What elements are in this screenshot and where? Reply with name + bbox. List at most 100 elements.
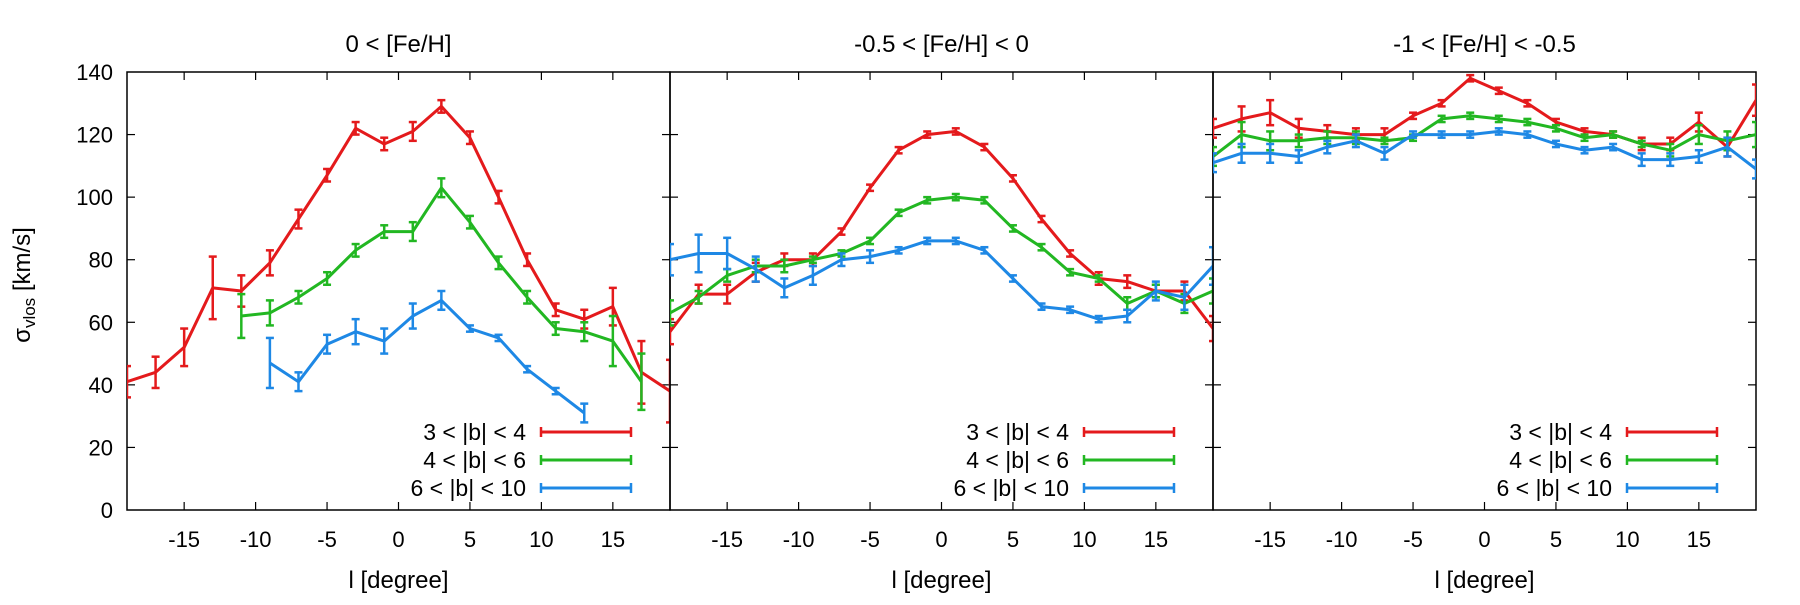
x-tick-label: 5: [1550, 527, 1562, 552]
series-line: [1213, 114, 1756, 158]
error-bar: [780, 277, 789, 299]
error-bar: [1723, 136, 1732, 158]
error-bar: [1266, 142, 1275, 164]
x-tick-label: 10: [1615, 527, 1639, 552]
error-bar: [808, 264, 817, 286]
error-bar: [637, 352, 646, 412]
x-tick-label: 15: [1687, 527, 1711, 552]
x-tick-label: -15: [1254, 527, 1286, 552]
error-bar: [1752, 120, 1756, 149]
error-bar: [894, 145, 903, 155]
error-bar: [1694, 148, 1703, 164]
x-axis-title: l [degree]: [1434, 567, 1534, 594]
y-axis-title-sub: vlos: [20, 298, 39, 328]
y-axis-title-main: σ: [9, 328, 36, 343]
error-bar: [380, 224, 389, 240]
error-bar: [923, 236, 932, 246]
error-bar: [837, 227, 846, 236]
y-tick-label: 40: [89, 373, 113, 398]
error-bar: [951, 127, 960, 136]
error-bar: [1494, 86, 1503, 96]
panel-title: -1 < [Fe/H] < -0.5: [1393, 31, 1576, 58]
error-bar: [408, 220, 417, 243]
error-bar: [1209, 245, 1213, 286]
error-bar: [923, 195, 932, 205]
error-bar: [551, 321, 560, 337]
error-bar: [1494, 114, 1503, 124]
error-bar: [1609, 130, 1618, 139]
error-bar: [1037, 242, 1046, 252]
error-bar: [1294, 133, 1303, 149]
error-bar: [866, 183, 875, 193]
error-bar: [1752, 158, 1756, 180]
error-bar: [980, 195, 989, 205]
error-bar: [551, 302, 560, 318]
error-bar: [294, 371, 303, 393]
panel-3: -1 < [Fe/H] < -0.5 -15 -10 -5 0 5 10 15 l [degre…: [1212, 31, 1757, 594]
error-bar: [670, 242, 674, 277]
error-bar: [294, 289, 303, 305]
panel-title: -0.5 < [Fe/H] < 0: [854, 31, 1029, 58]
legend: 3 < |b| < 44 < |b| < 66 < |b| < 10: [410, 419, 633, 501]
error-bar: [670, 299, 674, 327]
error-bar: [323, 270, 332, 286]
error-bar: [237, 292, 246, 340]
series-blue: [670, 233, 1213, 324]
error-bar: [670, 317, 674, 346]
series-red: [127, 98, 670, 424]
error-bar: [1351, 133, 1360, 149]
x-axis-title: l [degree]: [891, 567, 991, 594]
error-bar: [1180, 283, 1189, 312]
error-bar: [1466, 73, 1475, 83]
error-bar: [1008, 224, 1017, 233]
legend: 3 < |b| < 44 < |b| < 66 < |b| < 10: [1496, 419, 1719, 501]
error-bar: [551, 386, 560, 396]
x-tick-label: 15: [1144, 527, 1168, 552]
error-bar: [580, 402, 589, 424]
error-bar: [494, 189, 503, 205]
error-bar: [1437, 98, 1446, 108]
series-blue: [1213, 127, 1756, 180]
error-bar: [751, 255, 760, 283]
panel-2: -0.5 < [Fe/H] < 0 -15 -10 -5 0 5 10 15 l [degree…: [669, 31, 1214, 594]
error-bar: [1380, 136, 1389, 146]
error-bar: [1551, 123, 1560, 133]
error-bar: [351, 242, 360, 258]
x-tick-label: 5: [464, 527, 476, 552]
series-blue: [265, 289, 589, 424]
x-tick-label: -10: [240, 527, 272, 552]
error-bar: [465, 214, 474, 230]
error-bar: [437, 289, 446, 312]
error-bar: [180, 327, 189, 368]
error-bar: [1066, 249, 1075, 258]
error-bar: [1237, 142, 1246, 164]
series-line: [670, 239, 1213, 321]
error-bar: [1409, 111, 1418, 121]
error-bar: [1213, 145, 1217, 168]
error-bar: [1213, 152, 1217, 174]
y-tick-label: 80: [89, 248, 113, 273]
error-bar: [1666, 152, 1675, 168]
error-bar: [351, 120, 360, 136]
error-bar: [1209, 277, 1213, 305]
error-bar: [1580, 133, 1589, 143]
error-bar: [894, 245, 903, 255]
y-tick-label: 100: [76, 185, 113, 210]
error-bar: [265, 299, 274, 327]
series-green: [237, 177, 646, 412]
error-bar: [1494, 127, 1503, 136]
legend-label: 3 < |b| < 4: [1509, 419, 1612, 445]
error-bar: [1123, 308, 1132, 324]
x-tick-label: 0: [1478, 527, 1490, 552]
legend-label: 4 < |b| < 6: [966, 447, 1069, 473]
error-bar: [580, 321, 589, 343]
error-bar: [208, 255, 217, 321]
error-bar: [808, 255, 817, 265]
panel-title: 0 < [Fe/H]: [345, 31, 451, 58]
x-tick-label: -10: [1326, 527, 1358, 552]
error-bar: [437, 98, 446, 114]
y-tick-label: 0: [101, 498, 113, 523]
